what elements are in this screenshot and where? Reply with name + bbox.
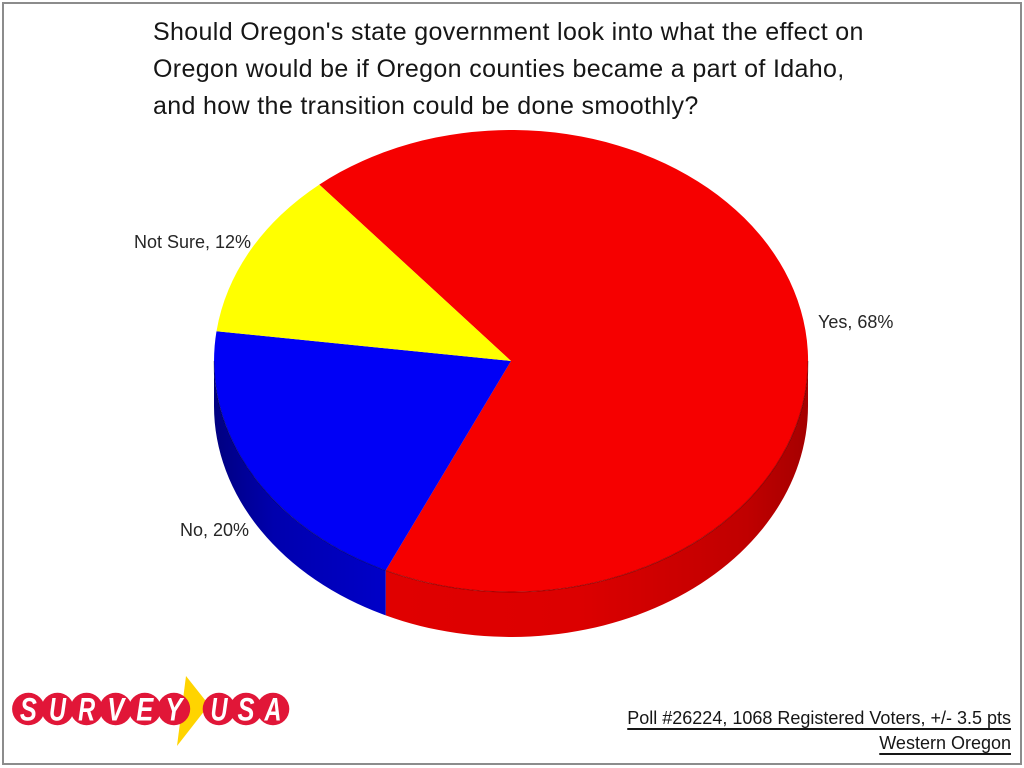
svg-text:U: U (211, 692, 229, 728)
svg-text:E: E (136, 692, 154, 728)
svg-text:A: A (264, 692, 282, 728)
svg-text:U: U (49, 692, 67, 728)
svg-text:R: R (78, 692, 95, 728)
svg-text:V: V (107, 692, 126, 728)
svg-text:S: S (238, 692, 256, 728)
svg-text:S: S (20, 692, 38, 728)
svg-text:Y: Y (165, 692, 184, 728)
